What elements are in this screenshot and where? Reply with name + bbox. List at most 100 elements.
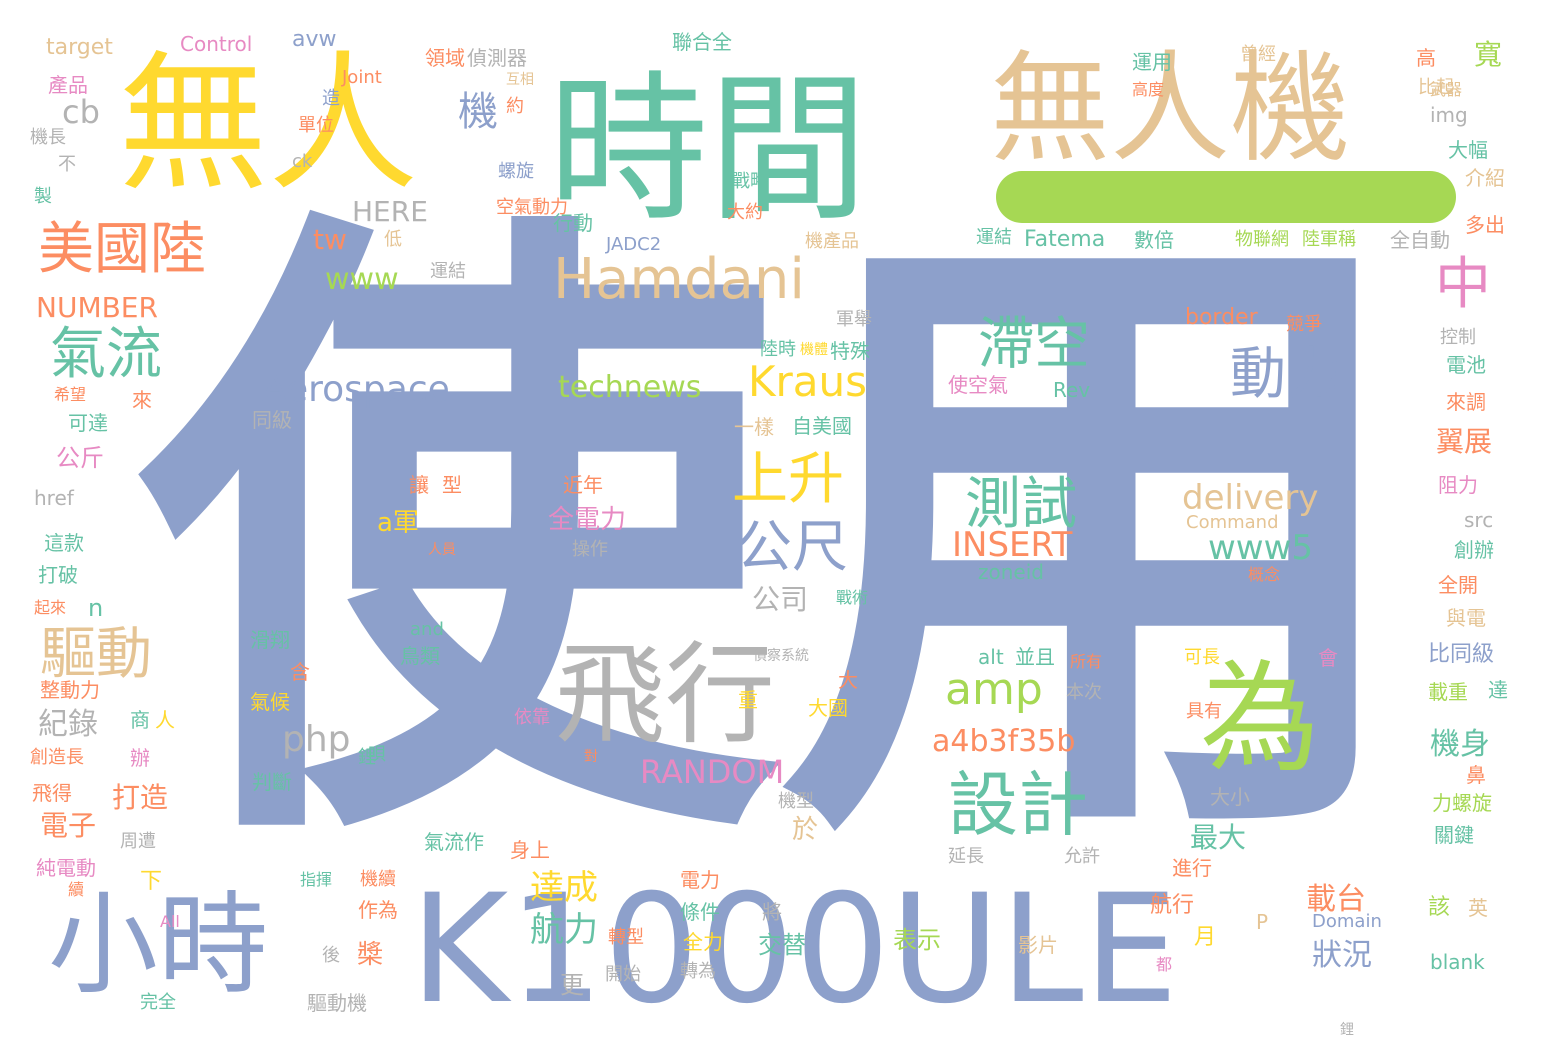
cloud-word: 整動力	[40, 678, 100, 702]
cloud-word: technews	[558, 370, 702, 405]
cloud-word: 人員	[428, 542, 456, 558]
cloud-word: 紀錄	[38, 707, 98, 742]
cloud-word: 寬	[1474, 38, 1503, 71]
cloud-word: 轉為	[680, 961, 716, 982]
cloud-word: 依靠	[514, 707, 550, 728]
cloud-word: 操作	[572, 539, 608, 560]
cloud-word: 機	[458, 89, 498, 135]
cloud-word: 運結	[976, 227, 1012, 248]
cloud-word: 將	[762, 900, 782, 924]
cloud-word: 打造	[112, 781, 169, 814]
cloud-word: 起來	[34, 598, 67, 617]
cloud-word: All	[160, 912, 180, 931]
cloud-word: 公司	[752, 583, 809, 616]
cloud-word: 最大	[1190, 821, 1247, 854]
cloud-word: 特殊	[830, 339, 870, 363]
cloud-word: 武器	[1430, 80, 1463, 99]
cloud-word: 含	[290, 660, 310, 684]
cloud-word: 具有	[1186, 701, 1222, 722]
cloud-word: 無人	[118, 38, 419, 212]
cloud-word: 英	[1468, 896, 1488, 920]
cloud-word: 比同級	[1428, 642, 1495, 667]
cloud-word: 來	[132, 388, 152, 412]
cloud-word: JADC2	[606, 234, 662, 255]
cloud-word: 鳥類	[400, 644, 440, 668]
cloud-word: img	[1430, 103, 1468, 127]
cloud-word: Domain	[1312, 911, 1382, 932]
cloud-word: www5	[1208, 528, 1314, 568]
cloud-word: ck	[292, 151, 313, 172]
cloud-word: 螺旋	[498, 161, 534, 182]
cloud-word: Joint	[342, 67, 382, 88]
cloud-word: 偵察系統	[753, 648, 809, 664]
cloud-word: 都	[1156, 955, 1173, 974]
cloud-word: 鋰	[358, 747, 376, 768]
cloud-word: 戰略	[732, 171, 768, 192]
cloud-word: n	[88, 594, 104, 622]
cloud-word: 條件	[680, 900, 720, 924]
cloud-word: 辦	[130, 746, 150, 770]
cloud-word: 不	[58, 154, 76, 175]
cloud-word: 控制	[1440, 327, 1476, 348]
cloud-word: src	[1464, 508, 1494, 532]
cloud-word: tw	[313, 223, 347, 256]
cloud-word: Command	[1186, 512, 1279, 533]
cloud-word: 本次	[1066, 682, 1102, 703]
cloud-word: 續	[68, 880, 85, 899]
cloud-word: 會	[1318, 646, 1338, 670]
cloud-word: 小時	[48, 881, 268, 1009]
cloud-word: 公尺	[736, 515, 848, 580]
cloud-word: 滑翔	[250, 628, 290, 652]
cloud-word: 高	[1416, 46, 1436, 70]
cloud-word: 使空氣	[948, 373, 1008, 397]
cloud-word: Hamdani	[553, 247, 805, 312]
cloud-word: 表示	[893, 926, 941, 954]
cloud-word: 氣流	[50, 322, 162, 387]
cloud-word: 對	[584, 749, 598, 765]
cloud-word: 來調	[1446, 390, 1486, 414]
cloud-word: 空氣動力	[496, 197, 568, 218]
cloud-word: 載台	[1306, 882, 1366, 917]
cloud-word: 大小	[1210, 785, 1250, 809]
cloud-word: 中	[1435, 252, 1491, 317]
green-bar	[996, 171, 1456, 223]
cloud-word: 商	[130, 708, 150, 732]
cloud-word: 運結	[430, 261, 466, 282]
cloud-word: 近年	[563, 473, 603, 497]
cloud-word: alt	[978, 645, 1004, 669]
cloud-word: 氣候	[250, 690, 290, 714]
cloud-word: 機型	[778, 791, 814, 812]
cloud-word: target	[46, 35, 113, 60]
cloud-word: INSERT	[952, 525, 1073, 565]
cloud-word: 電子	[40, 809, 97, 842]
cloud-word: 這款	[44, 531, 84, 555]
cloud-word: 純電動	[36, 856, 96, 880]
cloud-word: 聯合全	[672, 30, 732, 54]
cloud-word: 創造長	[30, 747, 84, 768]
cloud-word: and	[410, 619, 444, 640]
cloud-word: href	[34, 486, 74, 510]
cloud-word: 讓	[409, 473, 429, 497]
cloud-word: 數倍	[1134, 228, 1174, 252]
cloud-word: 載重	[1428, 680, 1468, 704]
cloud-word: 並且	[1015, 645, 1055, 669]
cloud-word: 完全	[140, 992, 176, 1013]
cloud-word: 曾經	[1240, 44, 1276, 65]
cloud-word: RANDOM	[640, 753, 785, 791]
cloud-word: 身上	[510, 838, 550, 862]
cloud-word: 判斷	[252, 770, 292, 794]
cloud-word: Control	[180, 32, 253, 56]
cloud-word: Kraus	[748, 357, 868, 406]
cloud-word: 周遭	[120, 831, 156, 852]
cloud-word: 型	[442, 473, 462, 497]
cloud-word: 無人機	[990, 40, 1350, 179]
cloud-word: 達成	[530, 868, 598, 908]
cloud-word: 與電	[1446, 606, 1486, 630]
cloud-word: 影片	[1018, 933, 1058, 957]
cloud-word: 測試	[965, 472, 1077, 537]
cloud-word: 重	[738, 688, 758, 712]
cloud-word: 設計	[948, 764, 1088, 846]
cloud-word: 機續	[360, 869, 396, 890]
cloud-word: 延長	[948, 846, 984, 867]
